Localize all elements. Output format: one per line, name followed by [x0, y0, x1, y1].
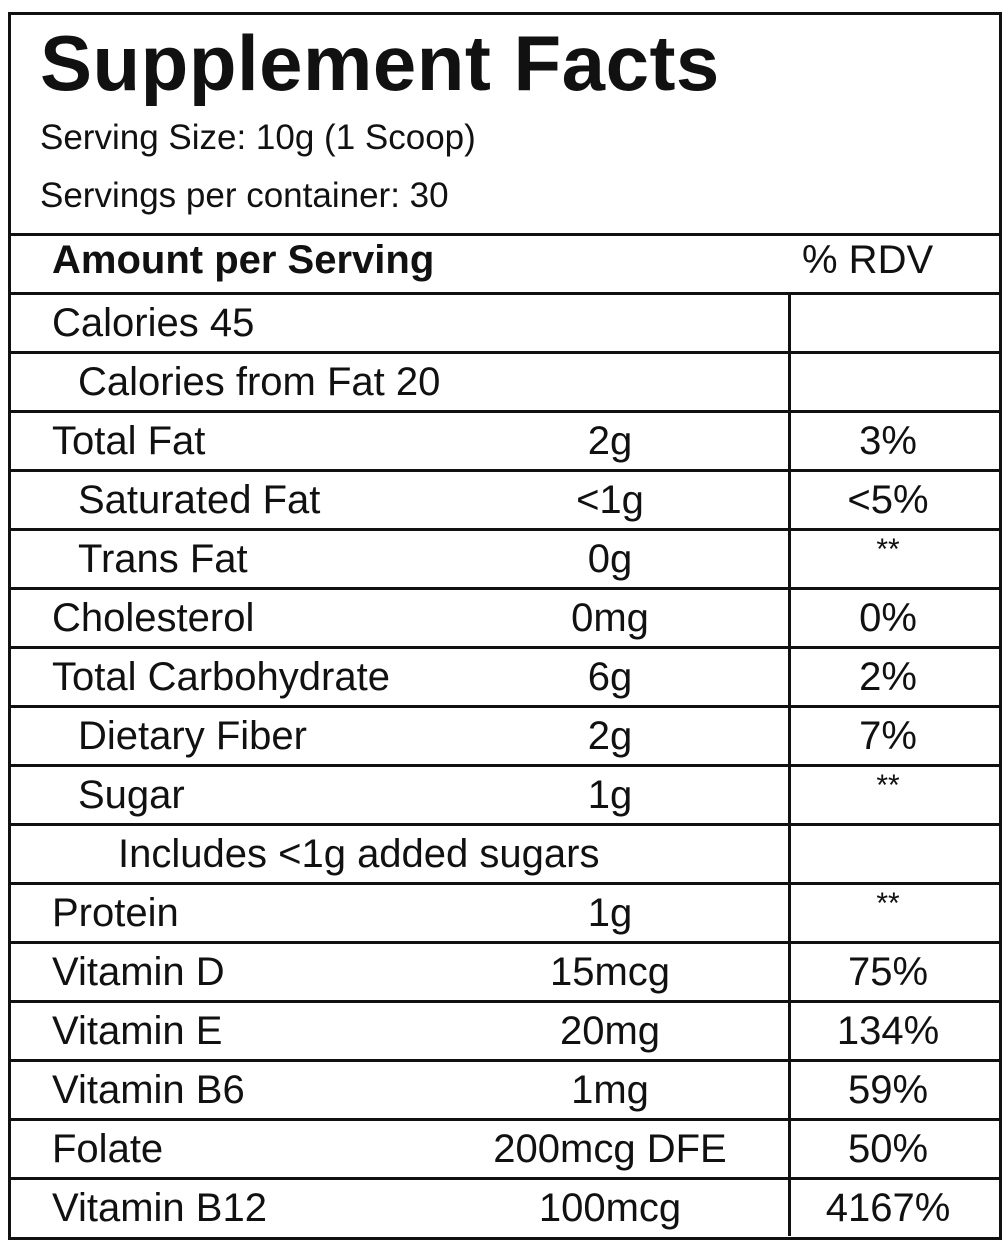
nutrient-row: Vitamin B6 1mg 59% [8, 1059, 1002, 1118]
nutrient-amount: 2g [587, 419, 633, 463]
nutrient-name: Protein [52, 891, 179, 935]
nutrient-amount: 15mcg [549, 950, 671, 994]
nutrient-amount: 6g [587, 655, 633, 699]
nutrient-amount: 20mg [559, 1009, 661, 1053]
nutrient-amount: 100mcg [538, 1186, 682, 1230]
nutrient-row: Trans Fat 0g ** [8, 528, 1002, 587]
nutrient-name: Includes <1g added sugars [118, 832, 600, 876]
nutrient-name: Sugar [78, 773, 185, 817]
nutrient-table: Calories 45 Calories from Fat 20 Total Fat… [8, 292, 1002, 1236]
nutrient-amount: 1g [587, 773, 633, 817]
nutrient-row: Saturated Fat <1g <5% [8, 469, 1002, 528]
nutrient-rdv: 134% [836, 1009, 940, 1053]
nutrient-amount: 1mg [571, 1068, 649, 1112]
rdv-header: % RDV [802, 238, 934, 282]
nutrient-rdv: <5% [847, 478, 929, 522]
nutrient-name: Cholesterol [52, 596, 255, 640]
nutrient-name: Trans Fat [78, 537, 248, 581]
nutrient-name: Vitamin B6 [52, 1068, 245, 1112]
nutrient-row: Vitamin B12 100mcg 4167% [8, 1177, 1002, 1236]
nutrient-amount: 1g [587, 891, 633, 935]
nutrient-row: Protein 1g ** [8, 882, 1002, 941]
nutrient-row: Folate 200mcg DFE 50% [8, 1118, 1002, 1177]
nutrient-rdv: 75% [847, 950, 929, 994]
nutrient-name: Total Carbohydrate [52, 655, 390, 699]
nutrient-name: Folate [52, 1127, 164, 1171]
label-title: Supplement Facts [40, 19, 720, 107]
nutrient-row: Total Carbohydrate 6g 2% [8, 646, 1002, 705]
nutrient-rdv: ** [876, 533, 900, 566]
nutrient-rdv: 2% [859, 655, 917, 699]
nutrient-row: Calories 45 [8, 292, 1002, 351]
nutrient-amount: 2g [587, 714, 633, 758]
nutrient-rdv: 4167% [825, 1186, 951, 1230]
serving-size: Serving Size: 10g (1 Scoop) [40, 118, 476, 157]
nutrient-row: Total Fat 2g 3% [8, 410, 1002, 469]
header-divider [8, 233, 1002, 236]
nutrient-amount: 0g [587, 537, 633, 581]
nutrient-rdv: ** [876, 769, 900, 802]
nutrient-row: Dietary Fiber 2g 7% [8, 705, 1002, 764]
nutrient-row: Calories from Fat 20 [8, 351, 1002, 410]
nutrient-name: Saturated Fat [78, 478, 321, 522]
nutrient-name: Calories from Fat 20 [78, 360, 441, 404]
nutrient-name: Vitamin B12 [52, 1186, 267, 1230]
nutrient-row: Vitamin E 20mg 134% [8, 1000, 1002, 1059]
servings-per-container: Servings per container: 30 [40, 176, 449, 215]
nutrient-name: Dietary Fiber [78, 714, 307, 758]
label-border [8, 12, 1002, 1240]
nutrient-rdv: ** [876, 887, 900, 920]
nutrient-rdv: 59% [847, 1068, 929, 1112]
nutrient-rdv: 0% [859, 596, 917, 640]
nutrient-name: Calories 45 [52, 301, 255, 345]
nutrient-rdv: 7% [859, 714, 917, 758]
nutrient-name: Total Fat [52, 419, 206, 463]
nutrient-row: Vitamin D 15mcg 75% [8, 941, 1002, 1000]
nutrient-row: Sugar 1g ** [8, 764, 1002, 823]
nutrient-amount: <1g [576, 478, 644, 522]
nutrient-row: Includes <1g added sugars [8, 823, 1002, 882]
amount-per-serving-header: Amount per Serving [52, 238, 435, 282]
nutrient-rdv: 50% [847, 1127, 929, 1171]
nutrient-name: Vitamin D [52, 950, 225, 994]
column-divider [788, 292, 791, 1236]
nutrient-row: Cholesterol 0mg 0% [8, 587, 1002, 646]
nutrient-amount: 0mg [571, 596, 649, 640]
nutrient-name: Vitamin E [52, 1009, 223, 1053]
nutrient-rdv: 3% [859, 419, 917, 463]
nutrient-amount: 200mcg DFE [493, 1127, 727, 1171]
